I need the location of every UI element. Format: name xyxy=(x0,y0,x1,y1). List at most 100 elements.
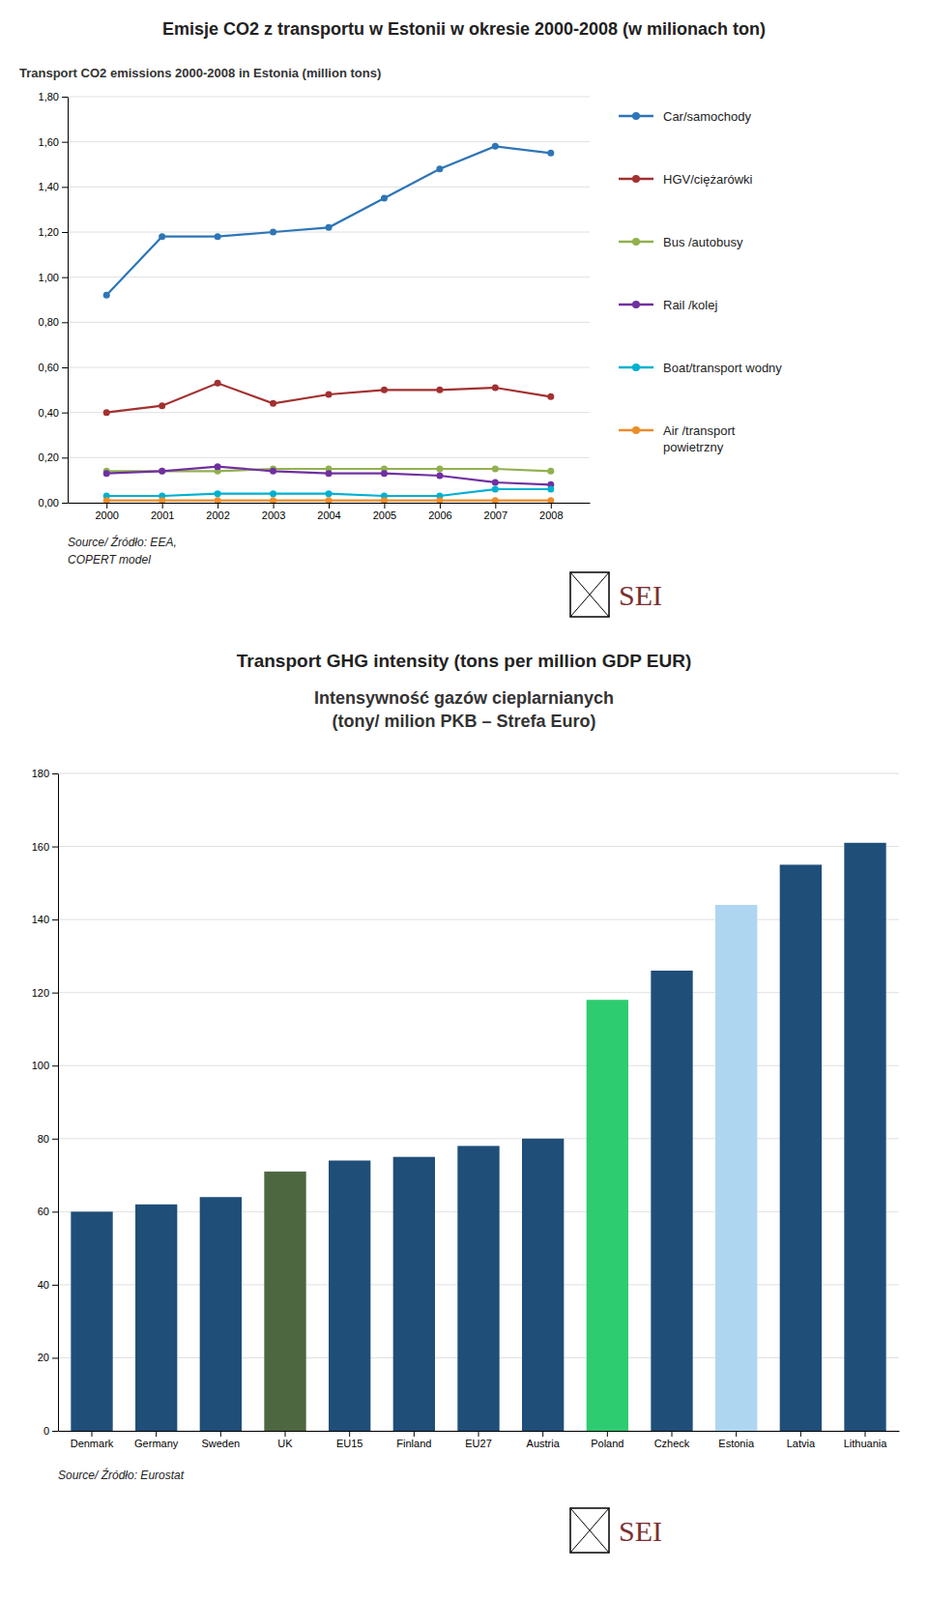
tick-mark xyxy=(52,1357,58,1359)
tick-label: 80 xyxy=(37,1132,50,1145)
tick: 1,00 xyxy=(38,271,68,284)
tick-label: 2000 xyxy=(94,509,118,522)
point xyxy=(214,379,222,387)
tick-label: 0,80 xyxy=(38,316,59,328)
point xyxy=(269,467,277,475)
source-note: Source/ Źródło: EEA, xyxy=(67,534,177,550)
grid-line xyxy=(67,141,590,143)
tick-label: Czheck xyxy=(654,1437,691,1450)
chart-title: Transport GHG intensity (tons per millio… xyxy=(236,650,692,671)
legend-item: Boat/transport wodny xyxy=(618,360,783,376)
grid-line xyxy=(67,321,590,323)
grid-line xyxy=(67,232,590,233)
legend-item: Car/samochody xyxy=(618,109,753,124)
grid-line xyxy=(58,919,899,921)
chart-subtitle-line: (tony/ milion PKB – Strefa Euro) xyxy=(331,711,596,731)
source-note: Source/ Źródło: Eurostat xyxy=(58,1467,185,1482)
point xyxy=(158,232,166,240)
tick-label: 160 xyxy=(31,841,50,853)
tick: 2006 xyxy=(428,502,452,522)
point xyxy=(492,465,499,473)
tick-label: EU27 xyxy=(464,1437,493,1450)
tick-mark xyxy=(735,1430,737,1437)
point xyxy=(325,496,333,503)
tick-mark xyxy=(52,1138,58,1140)
tick-label: 0,20 xyxy=(38,451,59,464)
tick-label: 0,40 xyxy=(38,406,59,419)
point xyxy=(158,467,166,475)
tick-mark xyxy=(91,1430,93,1437)
point xyxy=(269,496,277,503)
tick-label: 2007 xyxy=(484,509,508,522)
tick-mark xyxy=(61,232,68,233)
tick: Denmark xyxy=(70,1430,115,1450)
point xyxy=(380,195,388,203)
tick-label: Germany xyxy=(134,1437,179,1450)
grid-line xyxy=(67,457,590,459)
logo-box xyxy=(570,572,609,617)
tick-label: 1,20 xyxy=(38,226,59,238)
bar xyxy=(328,1160,371,1431)
tick-label: 2005 xyxy=(373,509,397,522)
legend: Car/samochody HGV/ciężarówki Bus /autobusy… xyxy=(618,109,783,455)
tick: EU15 xyxy=(336,1430,364,1450)
point xyxy=(380,469,388,477)
tick-mark xyxy=(551,502,552,509)
legend-item: Rail /kolej xyxy=(618,297,718,313)
tick-label: 1,00 xyxy=(38,271,59,284)
tick: 120 xyxy=(31,986,58,999)
chart-title-line: Transport GHG intensity (tons per millio… xyxy=(236,650,692,671)
tick-mark xyxy=(61,142,68,144)
legend-label: HGV/ciężarówki xyxy=(663,172,754,187)
tick: 0,40 xyxy=(38,406,68,419)
logo: SEI xyxy=(570,1508,663,1553)
legend-marker xyxy=(632,300,640,309)
grid-line xyxy=(58,991,899,993)
logo: SEI xyxy=(570,572,663,617)
x-axis: 200020012002200320042005200620072008 xyxy=(68,502,591,522)
tick: 2004 xyxy=(317,502,341,522)
tick-label: 140 xyxy=(31,913,50,926)
point xyxy=(547,467,554,475)
point xyxy=(103,291,111,299)
grid-line xyxy=(58,1065,899,1067)
point xyxy=(325,469,333,477)
figure: Emisje CO2 z transportu w Estonii w okre… xyxy=(0,0,928,1600)
chart-title: Emisje CO2 z transportu w Estonii w okre… xyxy=(162,19,766,39)
tick-mark xyxy=(61,457,68,459)
legend-label-line: Car/samochody xyxy=(663,109,753,124)
point xyxy=(158,402,166,409)
tick-mark xyxy=(61,412,68,414)
plot-area xyxy=(70,842,886,1431)
tick: 1,80 xyxy=(38,90,68,103)
tick-mark xyxy=(52,1284,58,1286)
legend-label: Air /transportpowietrzny xyxy=(663,423,736,455)
tick-mark xyxy=(217,502,219,509)
chart-subtitle-line: Intensywność gazów cieplarnianych xyxy=(314,688,614,708)
tick: 0,00 xyxy=(38,496,68,509)
plot-area xyxy=(103,143,555,503)
tick: 2008 xyxy=(539,502,563,522)
point xyxy=(325,224,333,232)
tick-label: Finland xyxy=(396,1437,432,1450)
tick: Czheck xyxy=(654,1430,691,1450)
logo-box xyxy=(570,1508,609,1553)
bar xyxy=(843,842,886,1431)
legend-item: Bus /autobusy xyxy=(618,234,744,250)
grid-line xyxy=(67,276,590,278)
logo-cross xyxy=(570,1508,609,1553)
tick: 2001 xyxy=(150,502,174,522)
tick-label: Poland xyxy=(590,1437,624,1450)
tick-mark xyxy=(162,502,164,509)
chart-subtitle: Transport CO2 emissions 2000-2008 in Est… xyxy=(19,65,381,81)
tick-mark xyxy=(865,1430,867,1437)
point xyxy=(380,386,388,394)
grid-line xyxy=(67,96,590,98)
bar xyxy=(135,1204,177,1431)
logo-cross xyxy=(570,572,609,617)
tick-mark xyxy=(52,1065,58,1067)
tick-mark xyxy=(61,277,68,279)
axis-line xyxy=(58,774,59,1432)
point xyxy=(435,472,443,480)
tick-label: 2001 xyxy=(150,509,174,522)
